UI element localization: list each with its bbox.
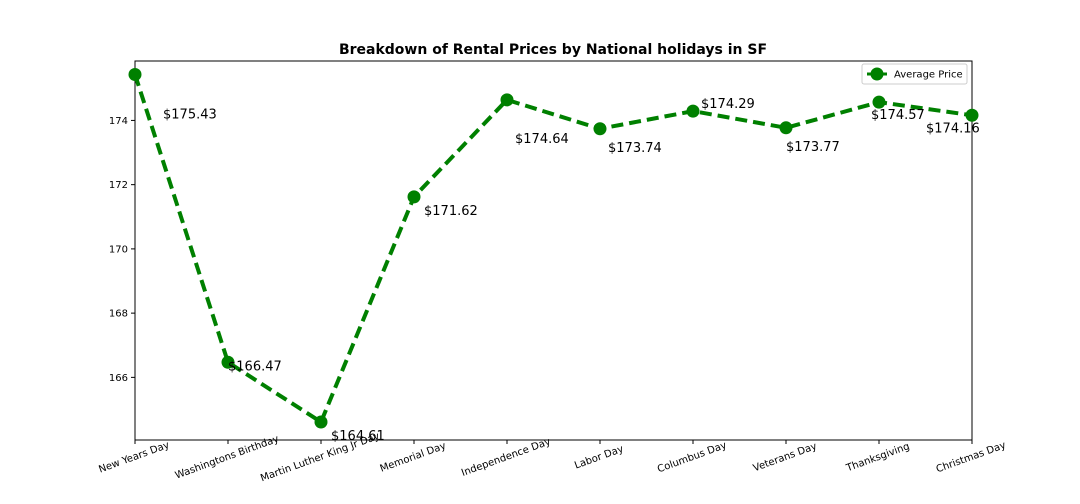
data-label: $173.74 bbox=[608, 141, 662, 156]
data-point bbox=[965, 108, 979, 122]
data-point bbox=[872, 95, 886, 109]
data-label: $174.16 bbox=[926, 121, 980, 136]
data-label: $166.47 bbox=[228, 359, 282, 374]
x-tick-label: Labor Day bbox=[573, 444, 625, 472]
y-tick-label: 166 bbox=[109, 373, 128, 384]
x-tick-label: Christmas Day bbox=[935, 440, 1008, 475]
data-label: $174.57 bbox=[871, 108, 925, 123]
x-tick-label: Veterans Day bbox=[752, 441, 819, 474]
x-tick-label: Columbus Day bbox=[656, 440, 728, 475]
data-label: $175.43 bbox=[163, 107, 217, 122]
x-tick-label: Thanksgiving bbox=[844, 441, 911, 474]
data-point bbox=[128, 67, 142, 81]
x-tick-label: New Years Day bbox=[97, 440, 171, 476]
data-point bbox=[407, 190, 421, 204]
y-tick-label: 170 bbox=[109, 244, 128, 255]
legend-marker-swatch bbox=[870, 67, 884, 81]
legend: Average Price bbox=[861, 63, 968, 85]
data-point bbox=[686, 104, 700, 118]
data-point bbox=[593, 122, 607, 136]
chart-title: Breakdown of Rental Prices by National h… bbox=[339, 42, 767, 58]
data-point bbox=[221, 355, 235, 369]
legend-box bbox=[861, 63, 968, 85]
data-label: $174.29 bbox=[701, 97, 755, 112]
data-label: $173.77 bbox=[786, 140, 840, 155]
data-point bbox=[779, 121, 793, 135]
data-label: $171.62 bbox=[424, 204, 478, 219]
data-point bbox=[500, 93, 514, 107]
y-tick-label: 168 bbox=[109, 309, 128, 320]
data-label: $174.64 bbox=[515, 132, 569, 147]
data-point bbox=[314, 415, 328, 429]
x-tick-label: Independence Day bbox=[460, 436, 552, 479]
series-line-average-price bbox=[133, 73, 973, 425]
y-tick-label: 172 bbox=[109, 180, 128, 191]
x-tick-label: Memorial Day bbox=[379, 441, 448, 475]
plot-frame bbox=[134, 60, 973, 441]
y-tick-label: 174 bbox=[109, 116, 128, 127]
data-label: $164.61 bbox=[331, 429, 385, 444]
legend-entry-label: Average Price bbox=[894, 70, 963, 81]
